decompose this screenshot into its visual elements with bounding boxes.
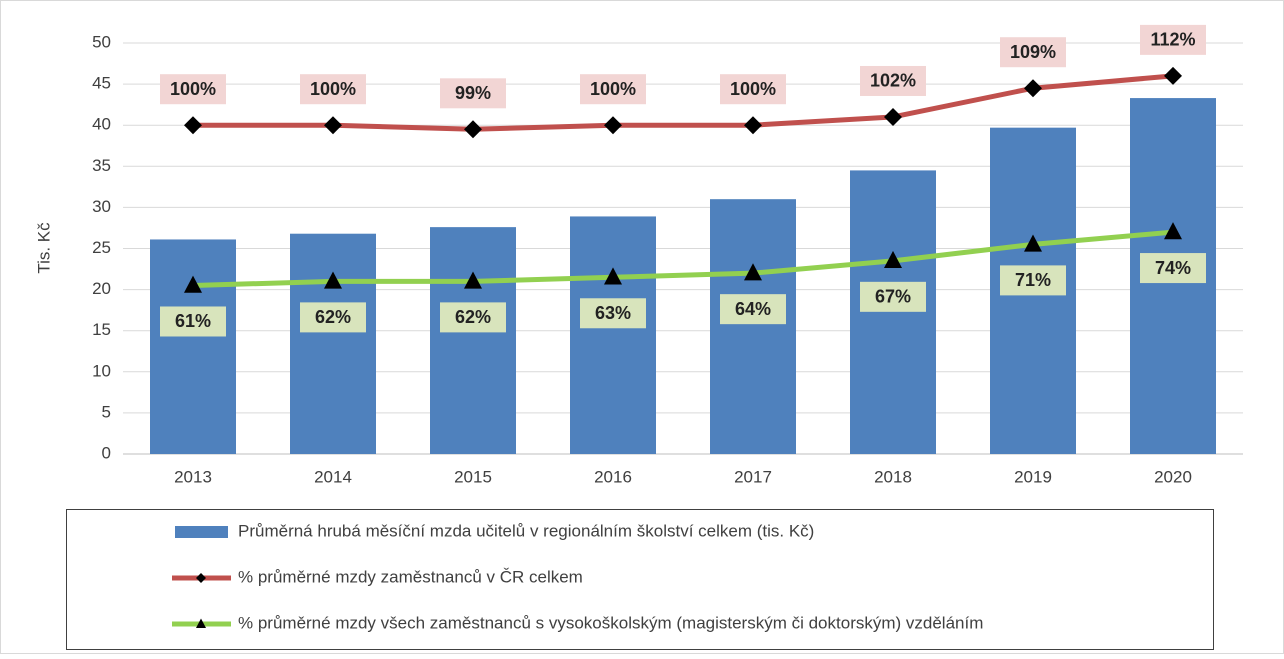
y-tick-label: 0 [102,443,111,462]
marker [744,263,762,281]
marker [884,107,902,126]
marker [324,271,342,289]
y-axis-label: Tis. Kč [34,222,53,274]
legend-label: % průměrné mzdy všech zaměstnanců s vyso… [238,613,983,632]
data-label-bg [860,65,926,96]
data-label: 67% [875,287,911,307]
data-label-bg [440,78,506,109]
marker [744,116,762,135]
data-label-bg [580,74,646,105]
y-tick-label: 45 [92,74,111,93]
data-label-bg [1140,253,1206,284]
x-tick-label: 2013 [174,467,212,486]
legend-marker [196,573,206,583]
data-label: 100% [310,79,356,99]
data-label: 71% [1015,270,1051,290]
legend-box [66,509,1214,650]
marker [604,267,622,285]
data-label: 63% [595,303,631,323]
line [193,73,1174,132]
marker [1164,222,1182,240]
data-label-bg [1000,37,1066,68]
line [192,229,1174,288]
data-label-bg [440,302,506,333]
data-label-bg [160,306,226,337]
y-tick-label: 15 [92,320,111,339]
bar [150,239,236,454]
marker [184,116,202,135]
y-tick-label: 10 [92,361,111,380]
marker [1024,79,1042,98]
bar [430,227,516,454]
data-label: 100% [170,79,216,99]
marker [1024,234,1042,252]
y-tick-label: 20 [92,279,111,298]
x-tick-label: 2014 [314,467,352,486]
marker [884,250,902,269]
bar [290,233,376,454]
legend-label: Průměrná hrubá měsíční mzda učitelů v re… [238,521,814,540]
y-tick-label: 35 [92,156,111,175]
x-tick-label: 2015 [454,467,492,486]
y-tick-label: 50 [92,32,111,51]
data-label-bg [720,74,786,105]
bar [850,170,936,454]
data-label: 100% [590,79,636,99]
x-tick-label: 2018 [874,467,912,486]
data-label-bg [1000,265,1066,296]
x-tick-label: 2019 [1014,467,1052,486]
marker [184,275,202,293]
data-label: 64% [735,299,771,319]
legend-marker [196,618,206,628]
bar [710,199,796,454]
data-label: 74% [1155,258,1191,278]
y-tick-label: 25 [92,238,111,257]
bar [570,216,656,454]
data-label: 100% [730,79,776,99]
y-tick-label: 30 [92,197,111,216]
data-label: 109% [1010,42,1056,62]
data-label-bg [580,298,646,329]
y-tick-label: 5 [102,402,111,421]
data-label: 102% [870,71,916,91]
data-label-bg [860,281,926,312]
marker [1164,66,1182,85]
data-label: 112% [1150,30,1195,50]
legend-label: % průměrné mzdy zaměstnanců v ČR celkem [238,567,583,586]
y-tick-label: 40 [92,115,111,134]
data-label: 61% [175,311,211,331]
marker [464,271,482,289]
data-label-bg [1140,24,1206,55]
data-label: 62% [455,307,491,327]
data-label-bg [300,302,366,333]
data-label: 62% [315,307,351,327]
data-label: 99% [455,83,491,103]
marker [324,116,342,135]
x-tick-label: 2017 [734,467,772,486]
data-label-bg [300,74,366,105]
legend-swatch [175,526,228,538]
x-tick-label: 2020 [1154,467,1192,486]
data-label-bg [720,294,786,325]
marker [464,120,482,139]
marker [604,116,622,135]
data-label-bg [160,74,226,105]
x-tick-label: 2016 [594,467,632,486]
